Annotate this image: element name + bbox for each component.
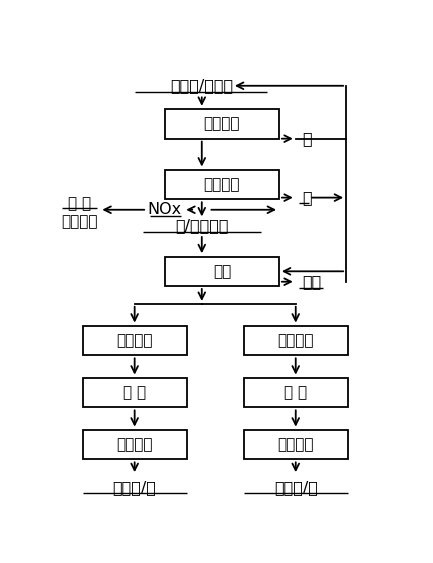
- Bar: [244, 430, 348, 459]
- Bar: [165, 257, 279, 286]
- Text: 镍/钴氧化物: 镍/钴氧化物: [175, 218, 229, 233]
- Text: 硝 酸
（回用）: 硝 酸 （回用）: [61, 196, 97, 229]
- Bar: [83, 326, 187, 355]
- Text: 盐酸溶解: 盐酸溶解: [278, 333, 314, 348]
- Text: 硫酸溶解: 硫酸溶解: [116, 333, 153, 348]
- Text: 水: 水: [302, 131, 312, 146]
- Text: 喷雾热解: 喷雾热解: [204, 177, 240, 192]
- Text: NOx: NOx: [148, 202, 182, 217]
- Text: 硝酸镍/钴溶液: 硝酸镍/钴溶液: [170, 78, 233, 93]
- Text: 蒸发结晶: 蒸发结晶: [278, 437, 314, 452]
- Bar: [83, 430, 187, 459]
- Text: 水: 水: [302, 190, 312, 205]
- Text: 除 杂: 除 杂: [284, 385, 307, 400]
- Bar: [244, 378, 348, 408]
- Text: 洗涤: 洗涤: [213, 264, 231, 279]
- Bar: [244, 326, 348, 355]
- Text: 氯化镍/钴: 氯化镍/钴: [274, 480, 318, 495]
- Text: 蒸发结晶: 蒸发结晶: [116, 437, 153, 452]
- Bar: [165, 170, 279, 199]
- Bar: [83, 378, 187, 408]
- Text: 除 杂: 除 杂: [123, 385, 146, 400]
- Text: 蒸发浓缩: 蒸发浓缩: [204, 117, 240, 131]
- Text: 洗水: 洗水: [302, 274, 322, 289]
- Bar: [165, 109, 279, 138]
- Text: 硫酸镍/钴: 硫酸镍/钴: [113, 480, 157, 495]
